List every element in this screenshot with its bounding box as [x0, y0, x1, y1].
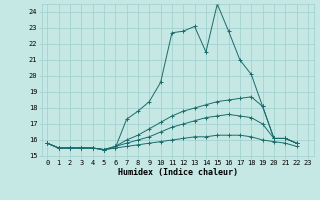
X-axis label: Humidex (Indice chaleur): Humidex (Indice chaleur) — [118, 168, 237, 177]
